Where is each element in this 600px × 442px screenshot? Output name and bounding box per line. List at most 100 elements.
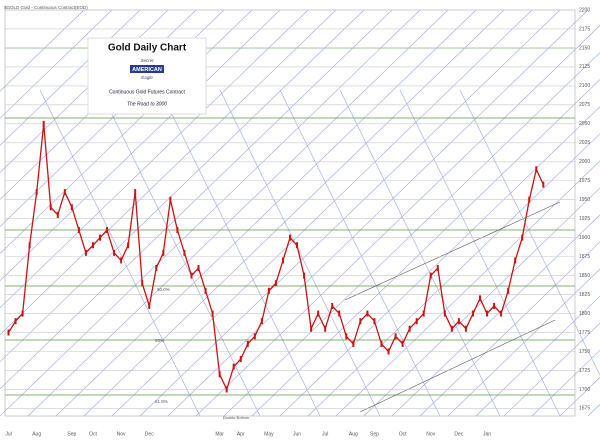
price-bar bbox=[7, 329, 10, 336]
subtitle: Continuous Gold Futures Contract bbox=[109, 89, 185, 95]
fan-line bbox=[0, 9, 85, 92]
price-bar bbox=[14, 318, 17, 325]
y-tick-label: 1950 bbox=[579, 197, 590, 203]
price-bar bbox=[303, 272, 306, 279]
y-tick-label: 1750 bbox=[579, 349, 590, 355]
price-bar bbox=[394, 333, 397, 340]
y-tick-label: 2025 bbox=[579, 140, 590, 146]
fan-line bbox=[0, 9, 393, 390]
price-bar bbox=[35, 189, 38, 196]
trend-line bbox=[359, 319, 556, 413]
price-bar bbox=[70, 204, 73, 211]
fan-line bbox=[475, 295, 600, 417]
fan-line bbox=[83, 9, 505, 417]
chart-title: Gold Daily Chart bbox=[108, 43, 187, 54]
price-bar bbox=[49, 204, 52, 211]
price-bar bbox=[457, 318, 460, 325]
price-bar bbox=[84, 249, 87, 256]
fan-line bbox=[0, 9, 309, 309]
fan-line bbox=[391, 214, 600, 417]
x-tick-label: Apr bbox=[237, 431, 245, 437]
x-tick-label: Mar bbox=[215, 431, 224, 437]
price-bar bbox=[232, 363, 235, 370]
fan-line bbox=[459, 89, 600, 376]
x-tick-label: Jun bbox=[293, 431, 301, 437]
logo-banner bbox=[130, 65, 164, 73]
price-bar bbox=[345, 333, 348, 340]
price-bar bbox=[63, 189, 66, 196]
price-bar bbox=[99, 234, 101, 241]
fan-line bbox=[0, 9, 365, 363]
fan-line bbox=[307, 133, 600, 417]
annotation: Double Bottom bbox=[223, 415, 250, 420]
y-tick-label: 2075 bbox=[579, 102, 590, 108]
price-bar bbox=[141, 280, 144, 287]
x-tick-label: Aug bbox=[349, 431, 358, 437]
price-bar bbox=[443, 310, 446, 317]
x-tick-label: Nov bbox=[117, 431, 126, 437]
y-tick-label: 2050 bbox=[579, 121, 590, 127]
tagline: The Road to 3000 bbox=[127, 101, 167, 107]
price-bar bbox=[56, 211, 59, 218]
fan-line bbox=[111, 9, 533, 417]
price-bar bbox=[218, 371, 221, 378]
y-tick-label: 1775 bbox=[579, 330, 590, 336]
y-tick-label: 2175 bbox=[579, 26, 590, 32]
price-bar bbox=[28, 242, 31, 249]
price-bar bbox=[274, 280, 277, 287]
y-tick-label: 2100 bbox=[579, 83, 590, 89]
price-bar bbox=[281, 257, 284, 264]
x-tick-label: Sep bbox=[370, 431, 379, 437]
x-tick-label: Sep bbox=[67, 431, 76, 437]
price-bar bbox=[260, 318, 263, 325]
price-bar bbox=[359, 318, 362, 325]
y-tick-label: 1975 bbox=[579, 178, 590, 184]
price-bar bbox=[113, 249, 116, 256]
price-bar bbox=[408, 325, 411, 332]
fan-line bbox=[139, 9, 561, 417]
fan-line bbox=[363, 187, 600, 417]
price-bar bbox=[415, 318, 418, 325]
fan-line bbox=[279, 89, 441, 417]
y-tick-label: 1675 bbox=[579, 406, 590, 412]
y-tick-label: 1825 bbox=[579, 292, 590, 298]
fan-line bbox=[167, 9, 589, 417]
fan-line bbox=[219, 89, 381, 417]
price-bar bbox=[471, 310, 474, 317]
price-bar bbox=[535, 166, 538, 173]
y-tick-label: 2200 bbox=[579, 7, 590, 13]
price-bar bbox=[197, 265, 200, 272]
y-tick-label: 1925 bbox=[579, 216, 590, 222]
y-tick-label: 1875 bbox=[579, 254, 590, 260]
price-bar bbox=[42, 120, 45, 127]
fan-line bbox=[27, 9, 449, 417]
logo-text: Secret bbox=[140, 58, 154, 63]
price-bar bbox=[486, 310, 489, 317]
price-bar bbox=[155, 265, 158, 272]
x-tick-label: Dec bbox=[454, 431, 463, 437]
price-bar bbox=[225, 386, 228, 393]
price-bar bbox=[169, 196, 172, 203]
price-bar bbox=[106, 227, 109, 234]
price-bar bbox=[422, 310, 425, 317]
price-bar bbox=[253, 333, 256, 340]
price-bar bbox=[310, 325, 313, 332]
price-bar bbox=[429, 272, 432, 279]
fan-line bbox=[0, 9, 421, 417]
plot bbox=[7, 120, 545, 393]
x-tick-label: Jan bbox=[483, 431, 491, 437]
price-bar bbox=[387, 348, 390, 355]
price-bar bbox=[127, 242, 130, 249]
y-tick-label: 2125 bbox=[579, 64, 590, 70]
price-bar bbox=[190, 272, 193, 279]
fan-line bbox=[503, 322, 600, 417]
trend-line bbox=[344, 201, 561, 301]
header: $GOLD Gold - Continuous Contract(EOD) bbox=[4, 5, 88, 10]
annotation: 50% bbox=[155, 338, 164, 343]
fan-line bbox=[55, 9, 477, 417]
price-bar bbox=[500, 310, 503, 317]
price-bar bbox=[521, 234, 524, 241]
price-bar bbox=[401, 340, 404, 347]
y-tick-label: 1900 bbox=[579, 235, 590, 241]
price-bar bbox=[436, 265, 439, 272]
